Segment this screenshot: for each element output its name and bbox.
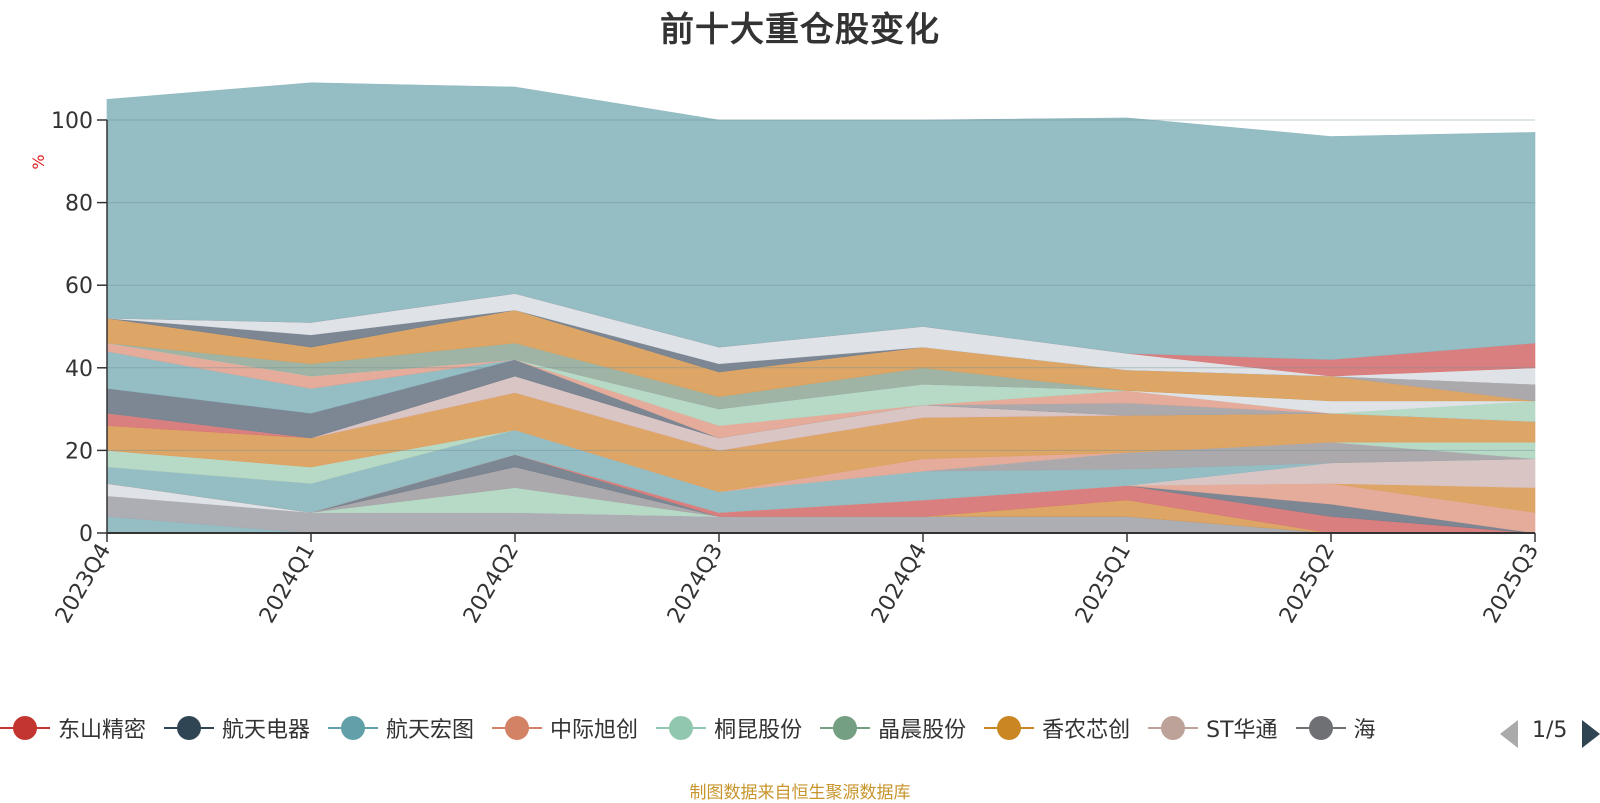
legend-pager: 1/5 <box>1500 716 1600 752</box>
y-tick-label: 80 <box>65 192 93 217</box>
legend-item[interactable]: 桐昆股份 <box>656 712 802 744</box>
legend-label: 桐昆股份 <box>714 718 803 743</box>
area-series-32 <box>106 82 1536 360</box>
legend-marker-icon <box>492 716 543 740</box>
chart-title: 前十大重仓股变化 <box>660 10 940 50</box>
legend-item[interactable]: 香农芯创 <box>984 712 1130 744</box>
y-tick-label: 60 <box>65 274 93 299</box>
legend-item[interactable]: 航天电器 <box>164 712 310 744</box>
legend-marker-icon <box>328 716 379 740</box>
legend-label: 香农芯创 <box>1042 718 1131 743</box>
legend-label: 海 <box>1353 718 1376 743</box>
y-axis-unit-label: % <box>29 154 48 169</box>
legend-label: 东山精密 <box>58 718 147 743</box>
legend-marker-icon <box>1295 716 1346 740</box>
x-tick-label: 2025Q1 <box>1071 540 1136 628</box>
x-tick-label: 2024Q2 <box>459 540 524 628</box>
chart-legend: 东山精密 航天电器 航天宏图 中际旭创 桐昆股份 晶晨股份 香农芯创 ST华通 海 <box>0 712 1490 752</box>
legend-label: 中际旭创 <box>550 718 639 743</box>
legend-prev-page-icon[interactable] <box>1500 720 1518 748</box>
y-tick-label: 20 <box>65 439 93 464</box>
legend-label: 航天宏图 <box>386 718 475 743</box>
x-tick-label: 2025Q3 <box>1479 540 1544 628</box>
x-tick-label: 2024Q3 <box>663 540 728 628</box>
legend-next-page-icon[interactable] <box>1582 720 1600 748</box>
legend-label: ST华通 <box>1206 718 1278 743</box>
legend-marker-icon <box>984 716 1035 740</box>
data-source-note: 制图数据来自恒生聚源数据库 <box>689 783 911 803</box>
legend-label: 航天电器 <box>222 718 311 743</box>
legend-page-indicator: 1/5 <box>1532 718 1568 743</box>
legend-marker-icon <box>164 716 215 740</box>
x-tick-label: 2023Q4 <box>51 540 116 628</box>
legend-label: 晶晨股份 <box>878 718 967 743</box>
chart-plot: 0 20 40 60 80 100 2023Q4 2024Q1 2024Q2 2024Q3 2024… <box>29 82 1544 628</box>
x-tick-label: 2024Q4 <box>867 540 932 628</box>
y-tick-label: 0 <box>79 522 93 547</box>
y-tick-label: 100 <box>51 109 93 134</box>
x-tick-label: 2025Q2 <box>1275 540 1340 628</box>
legend-item[interactable]: 航天宏图 <box>328 712 474 744</box>
legend-marker-icon <box>0 716 50 740</box>
legend-item[interactable]: ST华通 <box>1148 712 1278 744</box>
legend-item[interactable]: 东山精密 <box>0 712 146 744</box>
x-tick-label: 2024Q1 <box>255 540 320 628</box>
legend-item[interactable]: 海 <box>1295 712 1376 744</box>
legend-marker-icon <box>656 716 707 740</box>
legend-item[interactable]: 中际旭创 <box>492 712 638 744</box>
legend-marker-icon <box>1148 716 1199 740</box>
legend-item[interactable]: 晶晨股份 <box>820 712 966 744</box>
y-tick-label: 40 <box>65 357 93 382</box>
legend-marker-icon <box>820 716 871 740</box>
